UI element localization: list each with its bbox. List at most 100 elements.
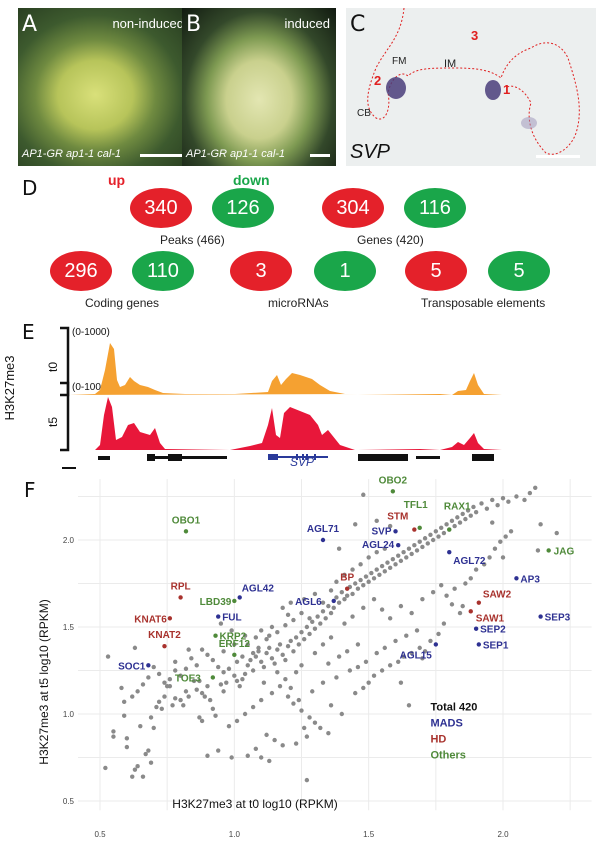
panel-letter-e: E bbox=[22, 320, 35, 344]
data-point bbox=[181, 703, 186, 708]
genome-browser-tracks bbox=[60, 326, 502, 469]
labeled-point-stm bbox=[412, 527, 417, 532]
data-point bbox=[205, 652, 210, 658]
data-point bbox=[420, 656, 425, 661]
data-point bbox=[455, 515, 460, 520]
y-tick-label: 2.0 bbox=[63, 536, 75, 545]
data-point bbox=[232, 673, 237, 678]
data-point bbox=[293, 670, 299, 675]
data-point bbox=[457, 520, 463, 525]
x-tick-label: 1.0 bbox=[229, 830, 241, 839]
data-point bbox=[307, 631, 312, 637]
data-point bbox=[422, 649, 428, 654]
data-point bbox=[132, 645, 138, 651]
data-point bbox=[514, 494, 519, 499]
data-point bbox=[457, 610, 463, 616]
data-point bbox=[342, 572, 347, 577]
data-point bbox=[390, 556, 396, 562]
labeled-point-krp2 bbox=[213, 633, 218, 638]
data-point bbox=[398, 603, 404, 609]
data-point bbox=[245, 753, 250, 758]
data-point bbox=[500, 555, 506, 560]
in-situ-panel-c: C FM IM CB 1 2 3 SVP bbox=[346, 8, 596, 166]
data-point bbox=[468, 576, 473, 581]
data-point bbox=[121, 713, 127, 718]
data-point bbox=[353, 522, 358, 527]
data-point bbox=[280, 605, 285, 611]
data-point bbox=[221, 670, 226, 675]
data-point bbox=[272, 661, 277, 666]
genomic-scale-bar bbox=[62, 467, 76, 469]
condition-label: induced bbox=[284, 16, 330, 31]
data-point bbox=[253, 635, 259, 640]
point-label-lbd39: LBD39 bbox=[200, 597, 232, 608]
data-point bbox=[387, 523, 393, 529]
data-point bbox=[334, 595, 339, 600]
data-point bbox=[463, 581, 468, 586]
data-point bbox=[111, 729, 116, 734]
data-point bbox=[339, 590, 344, 595]
data-point bbox=[535, 548, 541, 553]
point-label-krp2: KRP2 bbox=[220, 632, 247, 643]
data-point bbox=[508, 529, 514, 534]
data-point bbox=[385, 560, 390, 565]
data-point bbox=[283, 657, 288, 663]
gene-models bbox=[98, 454, 494, 461]
data-point bbox=[307, 616, 312, 621]
data-point bbox=[224, 680, 229, 685]
data-point bbox=[216, 664, 221, 670]
data-point bbox=[143, 751, 148, 757]
data-point bbox=[361, 685, 366, 691]
data-point bbox=[264, 732, 269, 738]
labeled-point-agl72 bbox=[447, 549, 452, 555]
x-tick-label: 2.0 bbox=[497, 830, 509, 839]
data-point bbox=[500, 496, 506, 501]
data-point bbox=[495, 503, 500, 508]
data-point bbox=[371, 673, 377, 678]
data-point bbox=[393, 562, 398, 567]
data-point bbox=[326, 730, 331, 736]
coding-genes-label: Coding genes bbox=[85, 296, 160, 310]
data-point bbox=[374, 567, 379, 572]
data-point bbox=[379, 563, 385, 569]
point-label-jag: JAG bbox=[554, 546, 575, 557]
data-point bbox=[444, 522, 449, 527]
data-point bbox=[417, 645, 422, 651]
data-point bbox=[312, 626, 318, 631]
point-label-agl72: AGL72 bbox=[453, 556, 486, 567]
data-point bbox=[412, 543, 417, 548]
data-point bbox=[409, 551, 414, 557]
data-point bbox=[240, 677, 245, 682]
data-point bbox=[293, 635, 299, 640]
data-point bbox=[138, 723, 143, 729]
data-point bbox=[250, 650, 256, 656]
x-axis-title: H3K27me3 at t0 log10 (RPKM) bbox=[172, 797, 337, 811]
data-point bbox=[167, 677, 173, 682]
data-point bbox=[151, 725, 156, 731]
data-point bbox=[371, 576, 377, 581]
legend-entry: HD bbox=[430, 734, 446, 746]
scale-bar bbox=[536, 155, 580, 158]
data-point bbox=[326, 661, 331, 666]
data-point bbox=[430, 537, 436, 543]
data-point bbox=[105, 654, 111, 659]
data-point bbox=[121, 699, 127, 705]
data-point bbox=[452, 586, 457, 591]
labeled-point-ap3 bbox=[514, 576, 519, 581]
data-point bbox=[487, 555, 492, 560]
point-label-ap3: AP3 bbox=[520, 574, 540, 585]
data-point bbox=[344, 649, 350, 654]
outline-meristem bbox=[367, 8, 580, 155]
data-point bbox=[301, 596, 307, 602]
data-point bbox=[366, 555, 371, 560]
data-point bbox=[363, 574, 369, 579]
data-point bbox=[291, 617, 296, 623]
data-point bbox=[422, 536, 428, 541]
data-point bbox=[355, 664, 361, 670]
data-point bbox=[414, 628, 420, 633]
data-point bbox=[283, 677, 288, 682]
labeled-point-agl71 bbox=[320, 537, 326, 543]
data-point bbox=[299, 610, 304, 616]
data-point bbox=[323, 616, 328, 621]
data-point bbox=[371, 596, 377, 602]
